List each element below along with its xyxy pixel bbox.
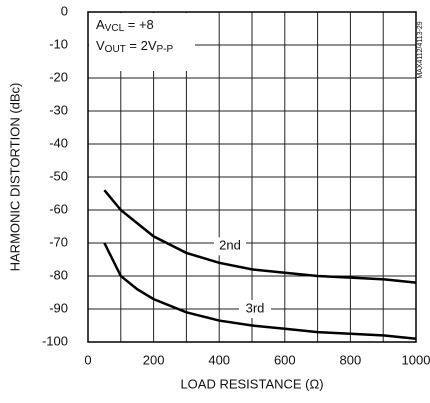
y-tick-label: -60 — [49, 201, 68, 216]
y-tick-label: -100 — [42, 333, 68, 348]
annotation-part: P-P — [157, 44, 174, 55]
y-tick-label: 0 — [61, 3, 68, 18]
annotation-part: V — [96, 38, 105, 53]
series-label: 3rd — [246, 300, 265, 315]
x-tick-label: 200 — [143, 352, 165, 367]
y-tick-label: -80 — [49, 267, 68, 282]
annotation-part: VCL — [105, 23, 125, 34]
x-tick-label: 1000 — [402, 352, 430, 367]
annotation-box — [89, 13, 195, 71]
line-series — [103, 242, 417, 340]
y-tick-label: -30 — [49, 102, 68, 117]
y-tick-label: -40 — [49, 135, 68, 150]
x-tick-label: 600 — [274, 352, 296, 367]
annotation: AVCL = +8 — [96, 17, 154, 34]
x-tick-label: 400 — [208, 352, 230, 367]
y-tick-label: -70 — [49, 234, 68, 249]
annotation-part: = 2V — [126, 38, 157, 53]
y-tick-label: -50 — [49, 168, 68, 183]
line-series — [103, 189, 417, 284]
series-label-bg — [214, 237, 246, 256]
annotation-part: A — [96, 17, 105, 32]
x-tick-label: 0 — [84, 352, 91, 367]
y-tick-label: -20 — [49, 69, 68, 84]
series-label-bg — [239, 300, 271, 318]
annotation-part: OUT — [105, 44, 126, 55]
side-note: MAX4112/4113-29 — [417, 21, 424, 78]
y-axis-label: HARMONIC DISTORTION (dBc) — [7, 83, 22, 272]
y-tick-label: -10 — [49, 36, 68, 51]
series-label: 2nd — [219, 238, 241, 253]
x-axis-label: LOAD RESISTANCE (Ω) — [180, 376, 323, 391]
y-tick-label: -90 — [49, 300, 68, 315]
annotation-part: = +8 — [124, 17, 154, 32]
x-tick-label: 800 — [340, 352, 362, 367]
annotation: VOUT = 2VP-P — [96, 38, 174, 55]
plot-frame — [87, 11, 417, 343]
